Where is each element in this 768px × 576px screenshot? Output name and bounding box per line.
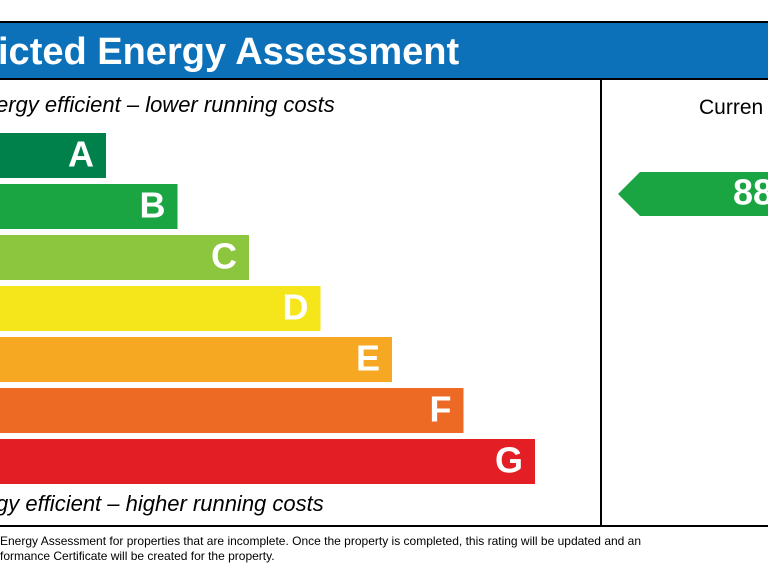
band-letter: E xyxy=(356,338,380,379)
current-arrow xyxy=(618,172,768,216)
band-letter: F xyxy=(430,389,452,430)
band-letter: A xyxy=(68,134,94,175)
footer-line: Energy Assessment for properties that ar… xyxy=(0,534,641,548)
bottom-label: gy efficient – higher running costs xyxy=(0,491,324,516)
footer-line: formance Certificate will be created for… xyxy=(0,549,275,563)
current-value: 88 xyxy=(733,172,768,213)
band-bar xyxy=(0,439,535,484)
band-letter: G xyxy=(495,440,523,481)
band-bar xyxy=(0,184,178,229)
top-label: ergy efficient – lower running costs xyxy=(0,92,335,117)
band-bar xyxy=(0,337,392,382)
band-bar xyxy=(0,133,106,178)
band-bar xyxy=(0,388,464,433)
bands: A B C D E F G xyxy=(0,133,535,484)
band-bar xyxy=(0,286,321,331)
band-letter: C xyxy=(211,236,237,277)
frame xyxy=(0,21,768,527)
title: icted Energy Assessment xyxy=(0,31,459,73)
title-bar xyxy=(0,23,768,79)
band-bar xyxy=(0,235,249,280)
band-letter: B xyxy=(140,185,166,226)
band-letter: D xyxy=(283,287,309,328)
current-header: Curren xyxy=(699,96,763,119)
